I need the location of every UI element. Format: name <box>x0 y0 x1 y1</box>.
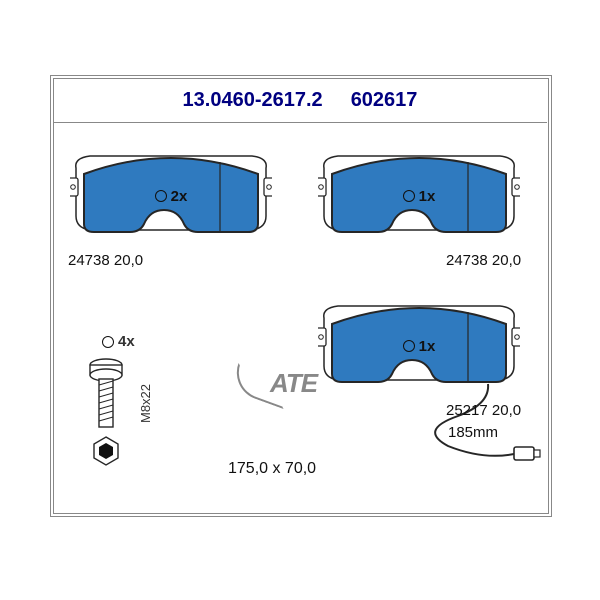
part-label-right: 24738 20,0 <box>446 252 521 269</box>
part-number: 13.0460-2617.2 <box>183 89 323 112</box>
part-label-bottom: 25217 20,0 <box>446 402 521 419</box>
overall-dimension: 175,0 x 70,0 <box>228 460 316 478</box>
diagram: 2x 24738 20,0 1x 24738 20,0 <box>58 130 542 508</box>
bolt-size-label: M8x22 <box>138 384 153 423</box>
brake-pad-top-right: 1x <box>318 148 520 244</box>
brand-logo-text: ATE <box>270 368 317 399</box>
short-code: 602617 <box>351 89 418 112</box>
header-band: 13.0460-2617.2 602617 <box>53 78 547 123</box>
qty-marker-icon <box>102 336 114 348</box>
part-label-left: 24738 20,0 <box>68 252 143 269</box>
brake-pad-top-left: 2x <box>70 148 272 244</box>
brand-logo: ATE <box>250 360 350 410</box>
wire-length-label: 185mm <box>448 424 498 441</box>
bolt: 4x M8x22 <box>76 335 186 455</box>
